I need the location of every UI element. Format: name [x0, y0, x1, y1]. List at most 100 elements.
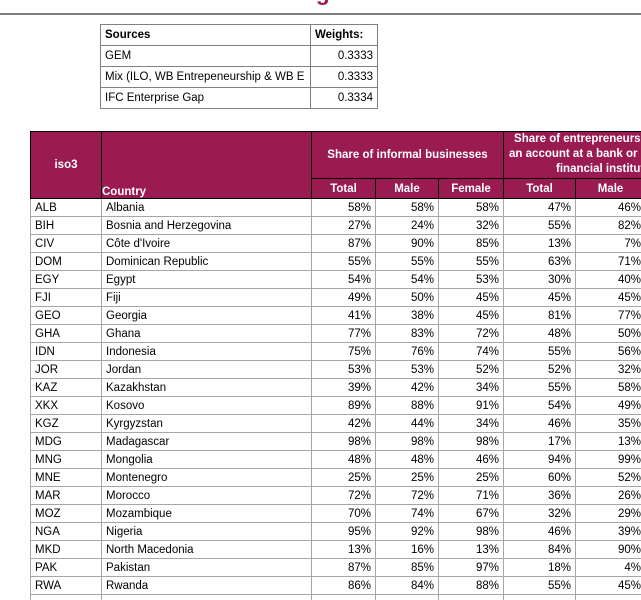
- empty-cell[interactable]: [311, 594, 376, 600]
- iso3-cell[interactable]: DOM: [30, 252, 102, 271]
- empty-cell[interactable]: [437, 594, 505, 600]
- country-column-header[interactable]: Country: [101, 131, 312, 199]
- country-cell[interactable]: Dominican Republic: [101, 252, 312, 271]
- percentage-cell[interactable]: 55%: [503, 576, 577, 595]
- percentage-cell[interactable]: 95%: [311, 522, 376, 541]
- percentage-cell[interactable]: 90%: [375, 234, 439, 253]
- percentage-cell[interactable]: 7%: [575, 234, 641, 253]
- percentage-cell[interactable]: 4%: [575, 558, 641, 577]
- country-cell[interactable]: Rwanda: [101, 576, 312, 595]
- percentage-cell[interactable]: 50%: [375, 288, 439, 307]
- percentage-cell[interactable]: 54%: [375, 270, 439, 289]
- percentage-cell[interactable]: 54%: [311, 270, 376, 289]
- percentage-cell[interactable]: 25%: [375, 468, 439, 487]
- percentage-cell[interactable]: 71%: [575, 252, 641, 271]
- percentage-cell[interactable]: 85%: [375, 558, 439, 577]
- percentage-cell[interactable]: 46%: [575, 198, 641, 217]
- percentage-cell[interactable]: 63%: [503, 252, 577, 271]
- country-cell[interactable]: Morocco: [101, 486, 312, 505]
- country-cell[interactable]: Georgia: [101, 306, 312, 325]
- percentage-cell[interactable]: 77%: [311, 324, 376, 343]
- iso3-cell[interactable]: GEO: [30, 306, 102, 325]
- percentage-cell[interactable]: 94%: [503, 450, 577, 469]
- percentage-cell[interactable]: 46%: [437, 450, 505, 469]
- percentage-cell[interactable]: 71%: [437, 486, 505, 505]
- iso3-cell[interactable]: CIV: [30, 234, 102, 253]
- percentage-cell[interactable]: 58%: [437, 198, 505, 217]
- account-total-header[interactable]: Total: [503, 178, 577, 199]
- source-name-cell[interactable]: IFC Enterprise Gap: [100, 87, 311, 109]
- country-cell[interactable]: Ghana: [101, 324, 312, 343]
- percentage-cell[interactable]: 58%: [575, 378, 641, 397]
- percentage-cell[interactable]: 25%: [311, 468, 376, 487]
- percentage-cell[interactable]: 98%: [437, 432, 505, 451]
- iso3-cell[interactable]: PAK: [30, 558, 102, 577]
- country-cell[interactable]: Albania: [101, 198, 312, 217]
- country-cell[interactable]: Bosnia and Herzegovina: [101, 216, 312, 235]
- percentage-cell[interactable]: 89%: [311, 396, 376, 415]
- percentage-cell[interactable]: 42%: [311, 414, 376, 433]
- percentage-cell[interactable]: 27%: [311, 216, 376, 235]
- percentage-cell[interactable]: 72%: [311, 486, 376, 505]
- empty-cell[interactable]: [575, 594, 641, 600]
- percentage-cell[interactable]: 35%: [575, 414, 641, 433]
- percentage-cell[interactable]: 45%: [437, 288, 505, 307]
- percentage-cell[interactable]: 88%: [375, 396, 439, 415]
- percentage-cell[interactable]: 49%: [311, 288, 376, 307]
- percentage-cell[interactable]: 26%: [575, 486, 641, 505]
- percentage-cell[interactable]: 49%: [575, 396, 641, 415]
- source-name-cell[interactable]: GEM: [100, 45, 311, 67]
- percentage-cell[interactable]: 53%: [375, 360, 439, 379]
- percentage-cell[interactable]: 85%: [437, 234, 505, 253]
- percentage-cell[interactable]: 58%: [311, 198, 376, 217]
- source-weight-cell[interactable]: 0.3334: [310, 87, 378, 109]
- country-cell[interactable]: Egypt: [101, 270, 312, 289]
- country-cell[interactable]: Indonesia: [101, 342, 312, 361]
- country-cell[interactable]: Kazakhstan: [101, 378, 312, 397]
- percentage-cell[interactable]: 45%: [575, 288, 641, 307]
- percentage-cell[interactable]: 53%: [437, 270, 505, 289]
- percentage-cell[interactable]: 74%: [437, 342, 505, 361]
- percentage-cell[interactable]: 30%: [503, 270, 577, 289]
- percentage-cell[interactable]: 88%: [437, 576, 505, 595]
- percentage-cell[interactable]: 58%: [375, 198, 439, 217]
- percentage-cell[interactable]: 32%: [437, 216, 505, 235]
- percentage-cell[interactable]: 38%: [375, 306, 439, 325]
- percentage-cell[interactable]: 72%: [375, 486, 439, 505]
- percentage-cell[interactable]: 86%: [311, 576, 376, 595]
- iso3-cell[interactable]: KGZ: [30, 414, 102, 433]
- percentage-cell[interactable]: 55%: [375, 252, 439, 271]
- iso3-cell[interactable]: MOZ: [30, 504, 102, 523]
- percentage-cell[interactable]: 42%: [375, 378, 439, 397]
- iso3-cell[interactable]: GHA: [30, 324, 102, 343]
- percentage-cell[interactable]: 53%: [311, 360, 376, 379]
- country-cell[interactable]: North Macedonia: [101, 540, 312, 559]
- percentage-cell[interactable]: 25%: [437, 468, 505, 487]
- percentage-cell[interactable]: 91%: [437, 396, 505, 415]
- percentage-cell[interactable]: 32%: [503, 504, 577, 523]
- percentage-cell[interactable]: 97%: [437, 558, 505, 577]
- informal-businesses-group-header[interactable]: Share of informal businesses: [310, 131, 505, 179]
- percentage-cell[interactable]: 87%: [311, 234, 376, 253]
- percentage-cell[interactable]: 52%: [575, 468, 641, 487]
- percentage-cell[interactable]: 46%: [503, 522, 577, 541]
- percentage-cell[interactable]: 83%: [375, 324, 439, 343]
- percentage-cell[interactable]: 13%: [437, 540, 505, 559]
- country-cell[interactable]: Côte d'Ivoire: [101, 234, 312, 253]
- percentage-cell[interactable]: 99%: [575, 450, 641, 469]
- iso3-cell[interactable]: MKD: [30, 540, 102, 559]
- percentage-cell[interactable]: 56%: [575, 342, 641, 361]
- percentage-cell[interactable]: 48%: [311, 450, 376, 469]
- percentage-cell[interactable]: 81%: [503, 306, 577, 325]
- source-name-cell[interactable]: Mix (ILO, WB Entrepeneurship & WB E: [100, 66, 311, 88]
- country-cell[interactable]: Kosovo: [101, 396, 312, 415]
- percentage-cell[interactable]: 13%: [575, 432, 641, 451]
- empty-cell[interactable]: [375, 594, 439, 600]
- empty-cell[interactable]: [30, 594, 102, 600]
- percentage-cell[interactable]: 55%: [311, 252, 376, 271]
- percentage-cell[interactable]: 40%: [575, 270, 641, 289]
- country-cell[interactable]: Pakistan: [101, 558, 312, 577]
- percentage-cell[interactable]: 18%: [503, 558, 577, 577]
- account-male-header[interactable]: Male: [575, 178, 641, 199]
- country-cell[interactable]: Nigeria: [101, 522, 312, 541]
